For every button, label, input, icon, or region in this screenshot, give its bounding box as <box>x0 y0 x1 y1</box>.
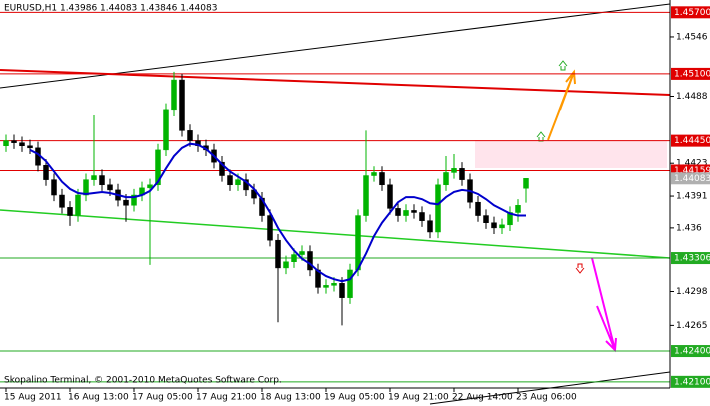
y-tick-label: 1.4391 <box>676 192 708 202</box>
y-tick-label: 1.4298 <box>676 287 708 297</box>
x-tick-label: 23 Aug 06:00 <box>516 393 577 403</box>
candle-body <box>163 109 169 151</box>
zone <box>475 140 667 168</box>
level-label: 1.42400 <box>674 347 710 357</box>
candle-body <box>147 184 153 189</box>
candle-body <box>67 207 73 216</box>
candle-body <box>331 283 337 286</box>
moving-average <box>29 142 526 283</box>
candle-body <box>491 222 497 229</box>
candle-body <box>51 179 57 196</box>
candle-body <box>379 172 385 186</box>
x-tick-label: 19 Aug 21:00 <box>388 393 449 403</box>
candle-body <box>43 165 49 180</box>
candle-body <box>219 161 225 176</box>
candle-body <box>99 175 105 186</box>
y-tick-label: 1.436 <box>676 223 702 233</box>
candle-body <box>347 269 353 298</box>
candle-body <box>107 184 113 191</box>
candle-body <box>307 251 313 271</box>
level-label-box <box>671 375 710 388</box>
candle-body <box>515 205 521 213</box>
candle-body <box>363 175 369 216</box>
candle-body <box>323 285 329 288</box>
x-tick-label: 17 Aug 21:00 <box>196 393 257 403</box>
level-label-box <box>671 252 710 265</box>
up-icon <box>558 60 568 71</box>
candle-body <box>299 251 305 255</box>
level-label-box <box>671 6 710 19</box>
candle-body <box>91 175 97 180</box>
level-label: 1.42100 <box>674 377 710 387</box>
candle-body <box>27 145 33 149</box>
level-label: 1.45700 <box>674 8 710 18</box>
candle-body <box>419 212 425 221</box>
level-label: 1.45100 <box>674 69 710 79</box>
level-label-box <box>671 134 710 147</box>
candle-body <box>339 283 345 298</box>
x-tick-label: 17 Aug 05:00 <box>132 393 193 403</box>
x-tick-label: 19 Aug 05:00 <box>324 393 385 403</box>
level-label-box <box>671 345 710 358</box>
y-tick-label: 1.4423 <box>676 159 708 169</box>
candle-body <box>355 215 361 271</box>
candle-body <box>395 208 401 216</box>
x-tick-label: 18 Aug 13:00 <box>260 393 321 403</box>
candle-body <box>171 79 177 111</box>
x-tick-label: 16 Aug 13:00 <box>68 393 129 403</box>
candle-body <box>475 201 481 216</box>
level-label: 1.44159 <box>674 166 710 176</box>
plot <box>0 11 670 383</box>
x-tick-label: 22 Aug 14:00 <box>452 393 513 403</box>
candle-body <box>483 215 489 223</box>
candle-body <box>435 184 441 233</box>
candle-body <box>235 179 241 186</box>
chart-title: EURUSD,H1 1.43986 1.44083 1.43846 1.4408… <box>4 4 217 14</box>
candle-body <box>371 172 377 176</box>
level-label: 1.44450 <box>674 136 710 146</box>
y-tick-label: 1.4265 <box>676 321 708 331</box>
candle-body <box>75 194 81 216</box>
candle-body <box>403 210 409 216</box>
candle-body <box>83 179 89 196</box>
level-label: 1.43306 <box>674 254 710 264</box>
candle-body <box>291 254 297 262</box>
candle-body <box>187 130 193 141</box>
arrow <box>547 69 576 141</box>
footnote: Skopalino Terminal, © 2001-2010 MetaQuot… <box>4 376 282 386</box>
level-label-box <box>671 67 710 80</box>
candle-body <box>451 168 457 173</box>
candle-body <box>443 172 449 186</box>
candle-body <box>427 220 433 233</box>
candle-body <box>11 140 17 143</box>
candle-body <box>499 224 505 229</box>
candle-body <box>59 194 65 208</box>
candle-body <box>275 239 281 269</box>
candle-body <box>155 149 161 186</box>
level-label-box <box>671 172 710 185</box>
x-tick-label: 15 Aug 2011 <box>4 393 62 403</box>
candle-body <box>387 184 393 209</box>
candle-body <box>411 210 417 213</box>
level-label: 1.44083 <box>674 174 710 184</box>
candle-body <box>459 168 465 180</box>
candle-body <box>283 261 289 269</box>
down-icon <box>575 263 585 274</box>
candle-body <box>523 178 529 189</box>
candle-body <box>19 142 25 147</box>
arrow <box>591 257 617 353</box>
candle-body <box>3 140 9 147</box>
candle-body <box>123 199 129 206</box>
trend-line <box>0 209 671 259</box>
candle-body <box>179 79 185 131</box>
candle-body <box>227 175 233 186</box>
candle-body <box>267 215 273 241</box>
candle-body <box>131 194 137 206</box>
y-tick-label: 1.4546 <box>676 32 708 42</box>
y-tick-label: 1.4488 <box>676 92 708 102</box>
